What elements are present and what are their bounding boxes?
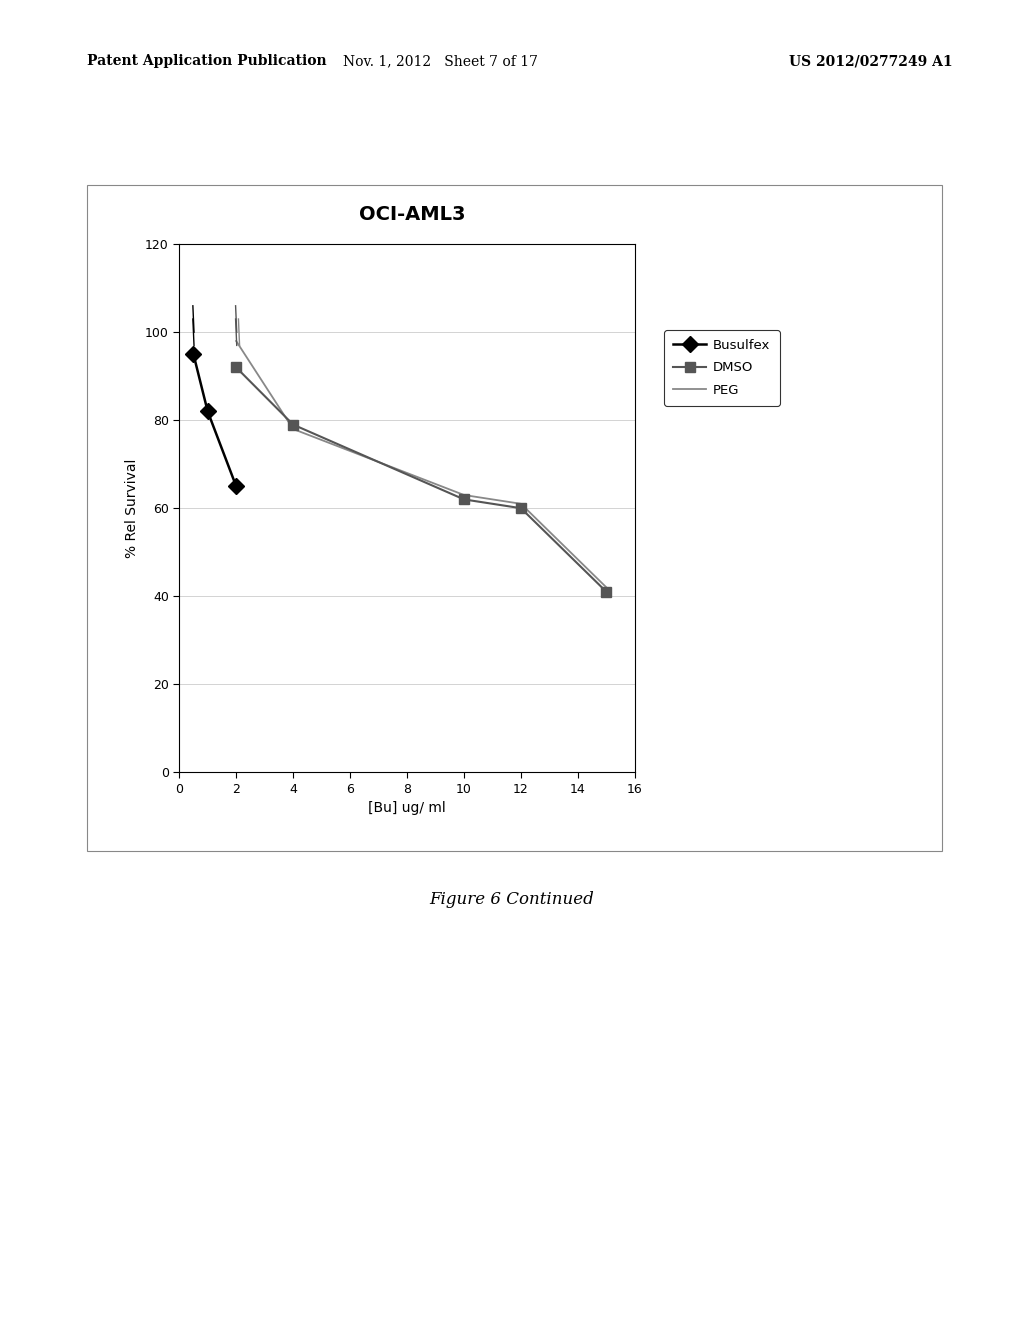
Line: DMSO: DMSO: [231, 363, 611, 597]
PEG: [230, 333, 243, 348]
Line: PEG: PEG: [237, 341, 606, 587]
Y-axis label: % Rel Survival: % Rel Survival: [125, 458, 139, 558]
Line: Busulfex: Busulfex: [187, 348, 242, 492]
X-axis label: [Bu] ug/ ml: [Bu] ug/ ml: [369, 801, 445, 816]
Legend: Busulfex, DMSO, PEG: Busulfex, DMSO, PEG: [665, 330, 779, 407]
Text: Figure 6 Continued: Figure 6 Continued: [430, 891, 594, 908]
PEG: [458, 487, 470, 503]
Text: US 2012/0277249 A1: US 2012/0277249 A1: [788, 54, 952, 69]
DMSO: [230, 359, 243, 375]
Busulfex: [187, 346, 200, 362]
Text: OCI-AML3: OCI-AML3: [358, 205, 465, 223]
Busulfex: [202, 404, 214, 420]
Text: Nov. 1, 2012   Sheet 7 of 17: Nov. 1, 2012 Sheet 7 of 17: [343, 54, 538, 69]
PEG: [515, 496, 527, 512]
DMSO: [515, 500, 527, 516]
DMSO: [458, 491, 470, 507]
PEG: [287, 421, 299, 437]
Text: Patent Application Publication: Patent Application Publication: [87, 54, 327, 69]
PEG: [600, 579, 612, 595]
Busulfex: [230, 478, 243, 494]
DMSO: [287, 417, 299, 433]
DMSO: [600, 583, 612, 599]
